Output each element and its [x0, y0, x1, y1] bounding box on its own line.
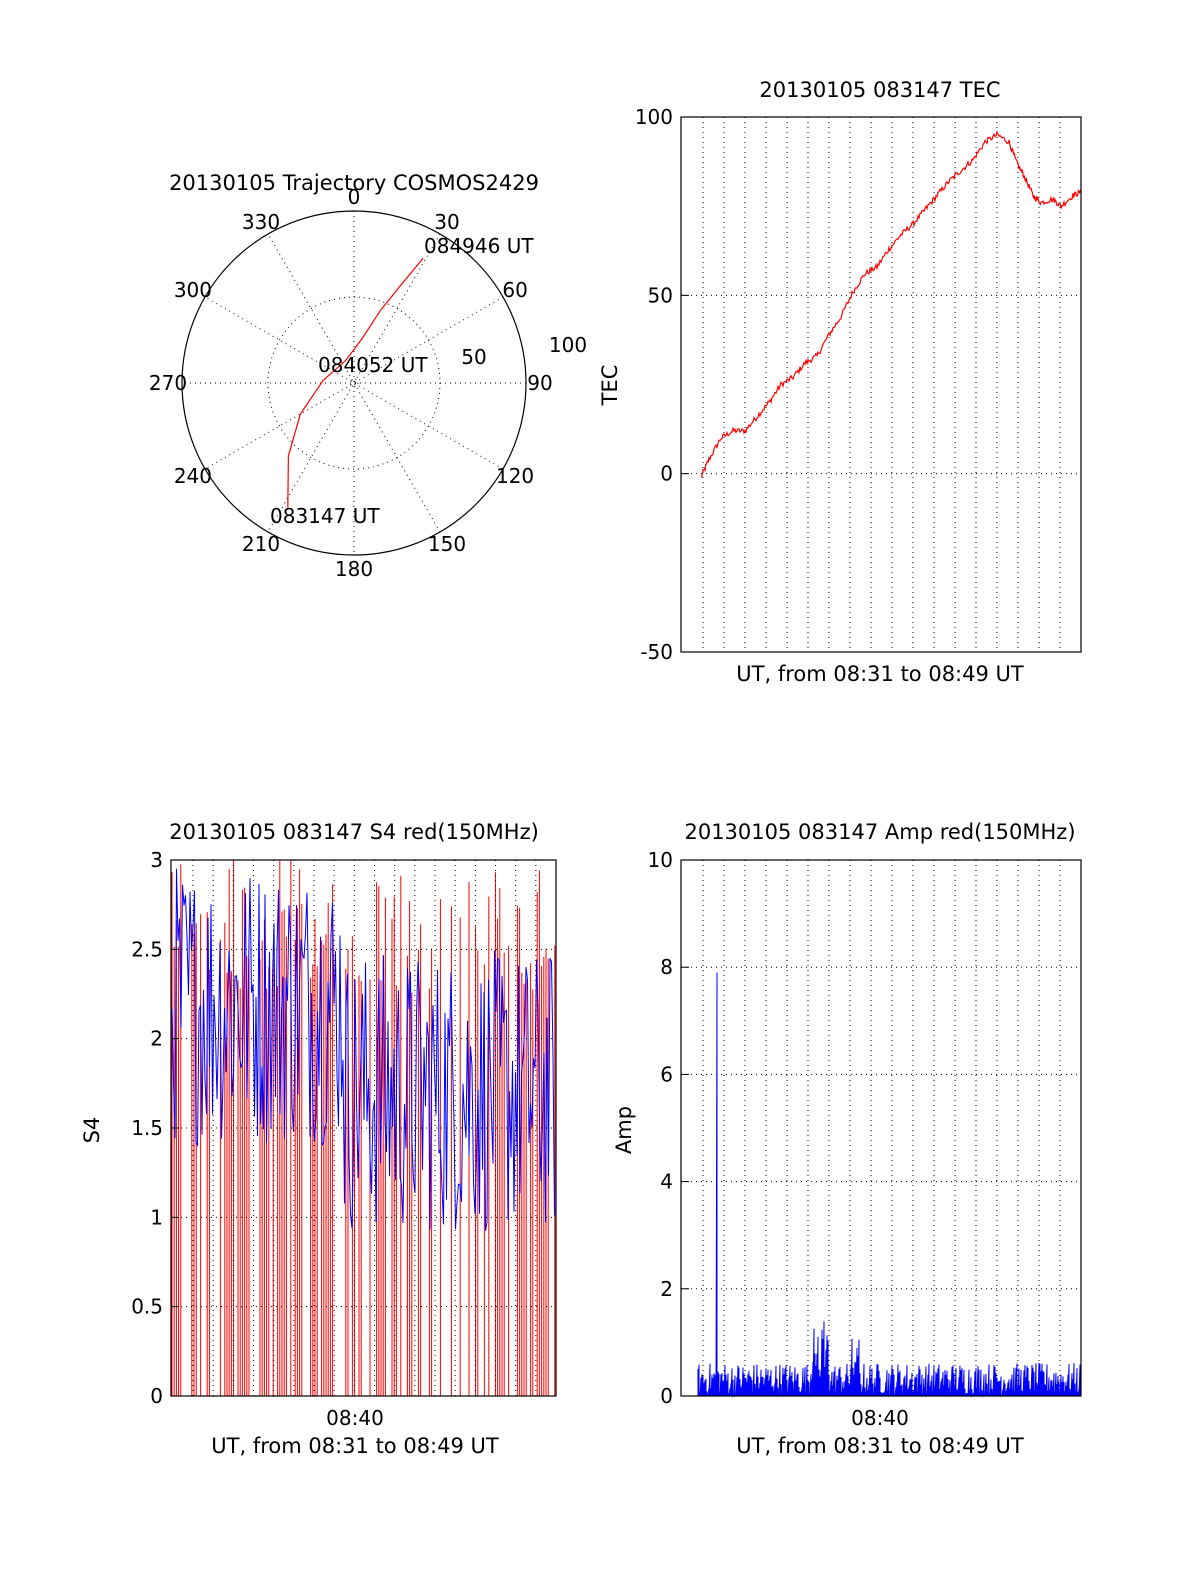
- polar-azimuth-label: 120: [496, 464, 534, 488]
- polar-title: 20130105 Trajectory COSMOS2429: [169, 171, 539, 195]
- tec-title: 20130105 083147 TEC: [759, 78, 1000, 102]
- tec-plot-frame: [680, 116, 1082, 653]
- y-tick-label: 0: [660, 1384, 673, 1408]
- polar-azimuth-label: 300: [174, 278, 212, 302]
- polar-center: [349, 378, 359, 388]
- tec-y-ticks: -50 0 50 100: [635, 105, 689, 664]
- polar-azimuth-label: 240: [174, 464, 212, 488]
- amp-chart: 20130105 083147 Amp red(150MHz) 0246810 …: [612, 820, 1082, 1458]
- y-tick-label: 0: [660, 462, 673, 486]
- tec-grid: [681, 117, 1081, 652]
- amp-series-line: [697, 972, 1081, 1398]
- polar-annotation: 083147 UT: [270, 504, 380, 528]
- polar-azimuth-label: 60: [502, 278, 527, 302]
- y-tick-label: 3: [150, 848, 163, 872]
- amp-plot-frame: [680, 859, 1082, 1397]
- tec-chart: 20130105 083147 TEC -50 0 50 100 TEC UT, fr…: [598, 78, 1082, 686]
- amp-y-ticks: 0 2 4 6 8 10: [648, 848, 689, 1408]
- polar-azimuth-label: 330: [242, 210, 280, 234]
- s4-title: 20130105 083147 S4 red(150MHz): [169, 820, 539, 844]
- amp-title: 20130105 083147 Amp red(150MHz): [684, 820, 1075, 844]
- polar-annotation: 084946 UT: [424, 234, 534, 258]
- tec-xlabel: UT, from 08:31 to 08:49 UT: [736, 662, 1024, 686]
- y-tick-label: 1: [150, 1205, 163, 1229]
- y-tick-label: 6: [660, 1062, 673, 1086]
- y-tick-label: 2: [150, 1027, 163, 1051]
- polar-azimuth-label: 0: [348, 185, 361, 209]
- y-tick-label: 10: [648, 848, 673, 872]
- s4-grid: [171, 860, 556, 1396]
- polar-annotation: 084052 UT: [318, 353, 428, 377]
- amp-grid: [681, 860, 1081, 1396]
- polar-radius-label: 50: [461, 345, 486, 369]
- polar-inner-circle: [267, 296, 441, 470]
- y-tick-label: 8: [660, 955, 673, 979]
- polar-azimuth-label: 30: [434, 210, 459, 234]
- y-tick-label: 2: [660, 1277, 673, 1301]
- y-tick-label: 2.5: [131, 937, 163, 961]
- polar-azimuth-label: 270: [149, 371, 187, 395]
- tec-ylabel: TEC: [598, 365, 622, 407]
- y-tick-label: 50: [648, 283, 673, 307]
- amp-ylabel: Amp: [612, 1106, 636, 1154]
- polar-azimuth-label: 180: [335, 557, 373, 581]
- y-tick-label: 0.5: [131, 1295, 163, 1319]
- y-tick-label: 0: [150, 1384, 163, 1408]
- s4-ylabel: S4: [80, 1117, 104, 1144]
- y-tick-label: 4: [660, 1170, 673, 1194]
- polar-azimuth-labels: 0 30 60 90 120 150 180 210 240 270 300 330: [149, 185, 553, 581]
- polar-trajectory-line: [287, 257, 424, 508]
- y-tick-label: -50: [640, 640, 673, 664]
- s4-y-ticks: 0 0.5 1 1.5 2 2.5 3: [131, 848, 179, 1408]
- s4-chart: 20130105 083147 S4 red(150MHz) 0 0.5 1 1.5 2…: [80, 820, 557, 1458]
- amp-xtick: 08:40: [851, 1406, 909, 1430]
- polar-radius-label: 100: [549, 333, 587, 357]
- tec-series-line: [700, 130, 1081, 479]
- polar-spoke: [267, 233, 441, 533]
- y-tick-label: 1.5: [131, 1116, 163, 1140]
- s4-red-series: [171, 860, 556, 1396]
- polar-azimuth-label: 210: [242, 532, 280, 556]
- polar-chart: 20130105 Trajectory COSMOS2429 0 30 60 90 12…: [149, 171, 587, 581]
- polar-azimuth-label: 90: [527, 371, 552, 395]
- s4-xlabel: UT, from 08:31 to 08:49 UT: [211, 1434, 499, 1458]
- s4-blue-series: [171, 868, 555, 1231]
- polar-azimuth-label: 150: [428, 532, 466, 556]
- polar-spoke: [204, 296, 504, 470]
- polar-spoke: [204, 296, 504, 470]
- y-tick-label: 100: [635, 105, 673, 129]
- polar-spoke: [267, 233, 441, 533]
- s4-xtick: 08:40: [326, 1406, 384, 1430]
- amp-xlabel: UT, from 08:31 to 08:49 UT: [736, 1434, 1024, 1458]
